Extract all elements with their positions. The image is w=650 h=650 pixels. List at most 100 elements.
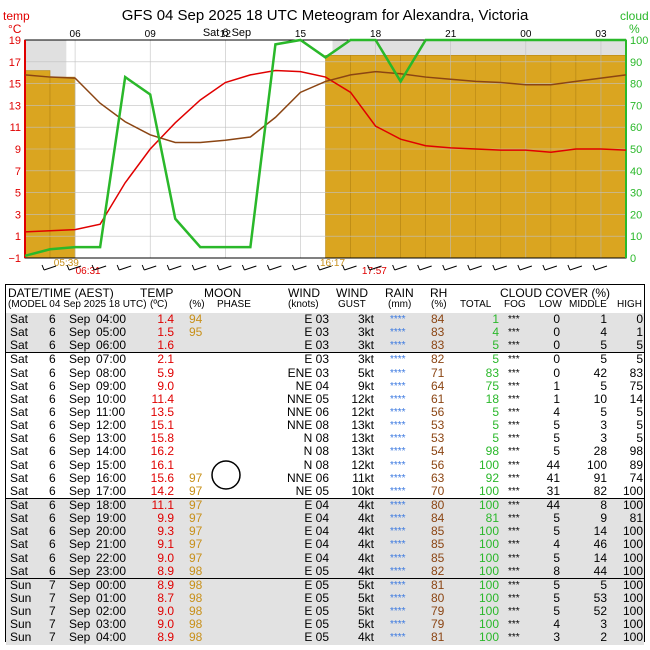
cell-middle: 5 [600, 378, 607, 393]
cell-low: 5 [553, 431, 560, 446]
cell-gust: 13kt [351, 431, 374, 446]
cell-moon: 97 [189, 511, 203, 526]
cell-month: Sep [69, 418, 91, 433]
wind-barb [93, 265, 107, 271]
y-tick-label-right: 30 [630, 188, 642, 200]
cell-time: 09:00 [96, 378, 127, 393]
cell-total: 100 [478, 550, 499, 565]
cell-low: 41 [546, 470, 560, 485]
cell-middle: 42 [593, 365, 607, 380]
cell-month: Sep [69, 352, 91, 367]
header-rh-unit: (%) [431, 299, 447, 310]
y-tick-label-right: 40 [630, 166, 642, 178]
cell-rh: 84 [431, 511, 445, 526]
cell-total: 100 [478, 537, 499, 552]
cell-date: 6 [49, 352, 56, 367]
wind-barb [369, 265, 382, 271]
header-cloud: CLOUD COVER (%) [500, 286, 611, 300]
cell-wind: E 05 [304, 630, 329, 645]
cell-day: Sun [10, 630, 32, 645]
cell-wind: E 04 [304, 524, 329, 539]
wind-barb-flag [592, 264, 596, 271]
wind-barb-flag [442, 264, 446, 271]
cell-date: 6 [49, 418, 56, 433]
wind-barb [119, 265, 132, 271]
cell-middle: 4 [600, 325, 607, 340]
cell-date: 6 [49, 550, 56, 565]
cell-date: 7 [49, 590, 56, 605]
cell-gust: 4kt [357, 524, 374, 539]
cell-fog: *** [508, 354, 520, 366]
cell-total: 5 [492, 431, 499, 446]
wind-barb [419, 265, 432, 271]
cell-day: Sat [10, 457, 29, 472]
cell-day: Sat [10, 338, 29, 353]
cell-temp: 5.9 [157, 365, 174, 380]
cell-temp: 16.2 [150, 444, 174, 459]
cell-gust: 12kt [351, 391, 374, 406]
cell-total: 100 [478, 457, 499, 472]
wind-barb-flag [367, 264, 371, 271]
cell-wind: NNE 05 [286, 391, 329, 406]
wind-barb-flag [191, 264, 195, 271]
y-tick-label-left: 7 [15, 166, 21, 178]
cell-low: 3 [553, 630, 560, 645]
cell-day: Sun [10, 590, 32, 605]
cell-rain: **** [390, 433, 406, 445]
cell-high: 100 [622, 497, 643, 512]
cell-wind: N 08 [303, 431, 329, 446]
moon-phase-icon [211, 460, 241, 490]
cell-fog: *** [508, 485, 520, 497]
cell-month: Sep [69, 511, 91, 526]
series-line-total-cloud [24, 38, 626, 258]
cell-temp: 11.1 [151, 497, 174, 512]
wind-barb [294, 265, 307, 271]
cell-temp: 15.8 [150, 431, 174, 446]
y-axis-left-unit: °C [8, 22, 22, 36]
table-row: Sat 6 Sep 21:00 9.1 97 E 04 4kt **** 85 100 *** 4 46 1… [6, 537, 644, 552]
cell-day: Sat [10, 378, 29, 393]
cell-month: Sep [69, 630, 91, 645]
cell-time: 01:00 [96, 590, 127, 605]
cell-high: 100 [622, 630, 643, 645]
cell-day: Sat [10, 550, 29, 565]
cell-wind: E 03 [304, 325, 329, 340]
cell-temp: 9.0 [157, 378, 174, 393]
cell-fog: *** [508, 393, 520, 405]
cell-total: 100 [478, 497, 499, 512]
cell-month: Sep [69, 537, 91, 552]
cell-low: 5 [553, 590, 560, 605]
cell-time: 07:00 [96, 352, 127, 367]
wind-barb-flag [66, 264, 70, 271]
y-tick-label-left: 13 [9, 100, 21, 112]
cell-date: 6 [49, 457, 56, 472]
cell-low: 4 [553, 537, 560, 552]
cell-rh: 79 [431, 604, 445, 619]
cell-middle: 5 [600, 338, 607, 353]
cell-rain: **** [390, 380, 406, 392]
header-wind: WIND [288, 286, 320, 300]
table-row: Sat 6 Sep 11:00 13.5 NNE 06 12kt **** 56 5 *** 4 5 5 [6, 404, 644, 419]
cell-high: 100 [622, 550, 643, 565]
cell-fog: *** [508, 327, 520, 339]
cell-wind: NE 05 [295, 483, 329, 498]
cell-middle: 44 [593, 563, 607, 578]
cell-rain: **** [390, 513, 406, 525]
moonrise-label: 17:57 [362, 266, 387, 277]
cell-moon: 98 [189, 563, 203, 578]
y-tick-label-left: 3 [15, 209, 21, 221]
cell-month: Sep [69, 483, 91, 498]
cell-fog: *** [508, 380, 520, 392]
cell-high: 98 [629, 444, 643, 459]
cell-time: 11:00 [96, 404, 126, 419]
table-row: Sat 6 Sep 16:00 15.6 97 NNE 06 11kt **** 63 92 *** 4… [6, 470, 644, 485]
cell-wind: NE 04 [295, 378, 329, 393]
cell-gust: 12kt [351, 457, 374, 472]
cell-rain: **** [390, 606, 406, 618]
cell-total: 100 [478, 524, 499, 539]
table-row: Sat 6 Sep 17:00 14.2 97 NE 05 10kt **** 70 100 *** 3… [6, 483, 644, 498]
cell-middle: 3 [600, 418, 607, 433]
cell-moon: 94 [189, 312, 203, 326]
y-tick-label-left: −1 [8, 253, 21, 265]
cell-gust: 4kt [357, 630, 374, 645]
